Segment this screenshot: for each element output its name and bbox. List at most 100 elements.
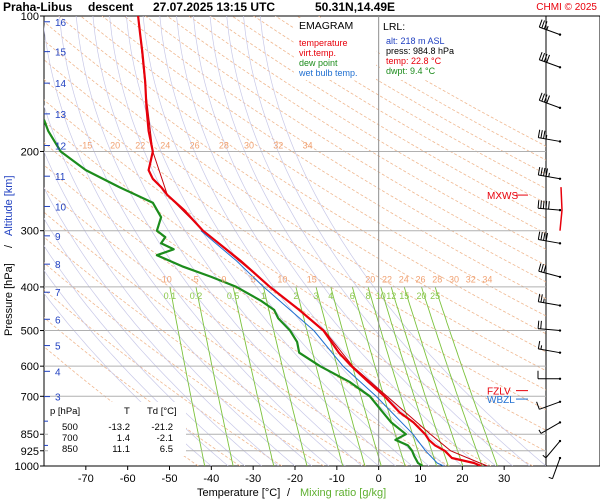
wind-barb-dot [558,400,562,403]
moist-adiabat-label: 34 [482,275,492,285]
dry-adiabat [44,21,546,353]
sounding-datetime: 27.07.2025 13:15 UTC [153,0,275,14]
moist-adiabat-label: 32 [466,275,476,285]
wind-barb-feather [543,167,546,176]
altitude-label: 5 [55,342,61,353]
dry-adiabat [145,16,546,266]
dry-adiabat [44,59,546,391]
isobars [44,16,546,466]
dry-adiabat [101,16,546,300]
adiabat-label: 28 [219,141,229,151]
wind-barb-feather [537,340,541,349]
max-wind-trace [559,187,563,231]
dry-adiabat [188,16,546,235]
sounding-mode: descent [88,0,133,14]
wind-barb-dot [558,439,562,443]
wind-barb-feather [541,93,546,102]
sounding-curves [44,16,488,466]
wind-barb-feather [543,130,546,139]
dry-adiabat [44,79,546,411]
wind-barb-feather [537,293,541,302]
wind-barb-feather [538,52,543,60]
wind-barb-feather [540,264,544,273]
wind-barb-feather [537,200,540,209]
wind-barb-half-feather [542,454,547,459]
temperature-curve [137,16,482,466]
y-tick-label: 200 [21,146,39,158]
wind-panel [545,15,600,467]
wind-barb [542,439,562,459]
wind-barb [537,200,562,212]
y-tick-label: 300 [21,226,39,238]
x-tick-label: -20 [287,473,303,485]
moist-adiabat-label: -5 [191,275,199,285]
mixing-ratio-label: 1 [261,291,266,301]
level-annotation: MXWS [487,191,518,202]
level-table: p [hPa] T Td [°C] 500 -13.2 -21.2 700 1.… [48,402,186,456]
wind-barb [538,92,562,110]
y-tick-label: 100 [21,11,39,23]
dry-adiabat [231,16,546,204]
x-tick-label: 0 [376,473,382,485]
wind-barb-shaft [539,59,561,68]
altitude-label: 6 [55,315,61,326]
wind-barb-dot [558,33,562,36]
wind-barb-shaft [539,401,561,410]
lrl-alt: alt: 218 m ASL [386,36,445,46]
y-tick-label: 600 [21,361,39,373]
dew-point-curve [44,119,424,466]
adiabat-label: 32 [273,141,283,151]
x-tick-label: -30 [245,473,261,485]
mixing-ratio-label: 10 [376,291,386,301]
wind-barb-half-feather [546,25,549,30]
wind-barbs [536,19,563,480]
x-tick-label: 20 [456,473,468,485]
wind-barb-feather [536,401,540,410]
wind-barb-half-feather [548,172,550,177]
moist-adiabat-label: 26 [415,275,425,285]
dry-adiabat [44,187,450,466]
wind-barb-shaft [538,137,561,142]
wind-barb-dot [558,329,562,332]
adiabat-label: 20 [110,141,120,151]
wind-barb-feather [541,52,546,61]
table-cell: 850 [62,444,78,455]
table-header-t: T [124,406,130,417]
moist-adiabat-label: 5 [251,275,256,285]
wind-barb-feather [540,200,542,209]
mixing-ratio-label: 0.1 [164,291,177,301]
wind-barb-dot [558,377,562,380]
wind-barb [538,52,562,69]
wind-barb-shaft [538,328,561,332]
wind-barb-shaft [539,99,561,109]
altitude-label: 13 [55,110,67,121]
wind-barb-shaft [545,440,561,459]
x-axis-label-sep: / [287,487,291,499]
wind-barb-dot [558,421,562,424]
moist-adiabat-label: 0 [221,275,226,285]
wind-barb-feather [546,95,550,104]
wet-bulb-curve [200,230,444,466]
wind-barb-feather [537,320,540,329]
altitude-label: 15 [55,48,67,59]
x-tick-label: 10 [414,473,426,485]
x-tick-label: -70 [78,473,94,485]
wind-barb [537,340,562,354]
wind-barb [548,456,562,480]
x-axis-label: Temperature [°C] [197,487,280,499]
wind-barb-shaft [538,174,561,180]
adiabat-label: -15 [79,141,92,151]
moist-adiabat-label: 15 [307,275,317,285]
wind-barb [537,129,562,143]
y-tick-label: 925 [21,446,39,458]
wind-barb-dot [558,351,562,354]
altitude-label: 10 [55,202,67,213]
table-cell: -21.2 [151,422,173,433]
wind-barb-dot [558,66,562,69]
moist-adiabat-label: 20 [365,275,375,285]
dry-adiabat [44,262,324,466]
adiabat-label: 34 [303,141,313,151]
wind-barb-shaft [538,270,561,278]
mixing-ratio-label: 3 [313,291,318,301]
y-axis-title: Pressure [hPa] / Altitude [km] [3,175,15,336]
